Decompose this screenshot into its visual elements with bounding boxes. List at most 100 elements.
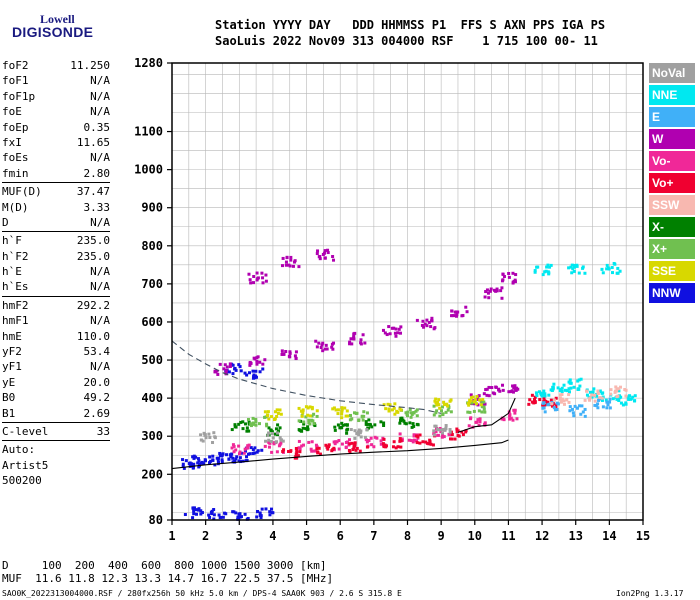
param-row: h`F2 235.0 [2,249,110,264]
echo-point [212,517,216,521]
echo-point [298,428,302,432]
echo-point [254,417,258,421]
echo-point [396,445,400,449]
echo-point [294,454,298,458]
echo-point [228,362,232,366]
param-label: M(D) [2,200,29,214]
echo-point [341,423,345,427]
echo-point [261,276,265,280]
echo-point [267,426,271,430]
echo-point [565,389,569,393]
echo-point [464,429,468,433]
echo-point [569,381,573,385]
echo-point [344,446,348,450]
echo-point [219,515,223,519]
echo-point [267,417,271,421]
echo-point [590,393,594,397]
echo-point [302,422,306,426]
echo-point [264,439,268,443]
echo-point [353,429,357,433]
echo-point [411,422,415,426]
echo-point [473,402,477,406]
echo-point [344,423,348,427]
echo-point [357,418,361,422]
echo-point [408,407,412,411]
echo-point [615,387,619,391]
echo-point [415,318,419,322]
echo-point [569,386,573,390]
echo-point [593,403,597,407]
param-value: 11.250 [70,59,110,72]
echo-point [430,316,434,320]
echo-point [488,289,492,293]
y-tick-label: 400 [141,391,163,405]
echo-point [281,352,285,356]
echo-point [498,389,502,393]
echo-point [370,425,374,429]
echo-point [237,452,241,456]
echo-point [191,506,195,510]
echo-point [442,400,446,404]
echo-point [261,281,265,285]
echo-point [340,409,344,413]
echo-point [344,414,348,418]
echo-point [550,404,554,408]
echo-point [446,408,450,412]
echo-point [633,399,637,403]
legend-item-x: X+ [649,239,695,259]
param-row: h`Es N/A [2,279,110,294]
echo-point [249,424,253,428]
echo-point [264,279,268,283]
echo-point [350,441,354,445]
echo-point [588,396,592,400]
echo-point [569,265,573,269]
echo-point [509,416,513,420]
echo-point [302,420,306,424]
echo-point [251,448,255,452]
echo-point [251,451,255,455]
param-label: hmE [2,329,22,343]
echo-point [619,395,623,399]
echo-point [254,420,258,424]
y-tick-label: 80 [149,513,163,527]
echo-point [359,341,363,345]
echo-point [307,421,311,425]
echo-point [340,442,344,446]
echo-point [393,402,397,406]
chart-axes: 1 2 3 4 5 6 7 8 9 10 11 12 13 14 158020030040050060070… [134,56,650,543]
echo-point [358,449,362,453]
param-value: N/A [90,89,110,103]
echo-point [483,410,487,414]
param-label: hmF1 [2,314,29,328]
param-value: 2.69 [83,406,111,420]
param-value: 20.0 [83,375,111,389]
echo-point [542,401,546,405]
param-label: h`E [2,265,22,279]
echo-point [312,412,316,416]
echo-point [382,437,386,441]
echo-point [281,256,285,260]
echo-point [572,269,576,273]
param-label: h`F2 [2,249,29,263]
echo-point [429,442,433,446]
echo-point [535,394,539,398]
echo-point [550,402,554,406]
param-row: h`F 235.0 [2,233,110,248]
param-row: foF1 N/A [2,73,110,88]
echo-point [265,422,269,426]
echo-point [425,324,429,328]
param-row: yE 20.0 [2,375,110,390]
echo-point [225,453,229,457]
echo-point [421,319,425,323]
echo-point [246,446,250,450]
echo-point [468,410,472,414]
echo-point [301,409,305,413]
param-row: foE N/A [2,104,110,119]
echo-point [415,408,419,412]
param-value: 3.33 [83,200,111,214]
echo-point [288,264,292,268]
echo-point [608,397,612,401]
param-value: 235.0 [76,249,110,263]
echo-point [337,447,341,451]
echo-point [423,322,427,326]
